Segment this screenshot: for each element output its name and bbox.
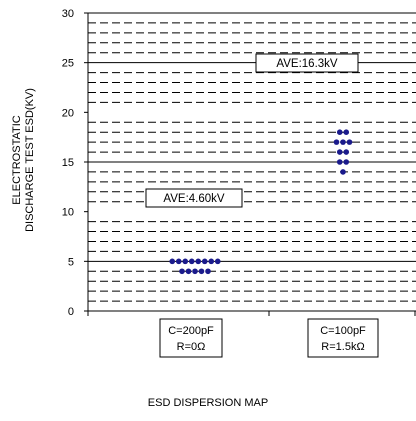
average-label: AVE:16.3kV	[276, 58, 337, 70]
data-point	[198, 268, 205, 275]
data-point	[182, 258, 189, 265]
data-point	[343, 129, 350, 135]
y-tick-label: 25	[62, 58, 74, 70]
category-label-line2: R=0Ω	[177, 341, 206, 353]
category-labels: C=200pF R=0Ω C=100pF R=1.5kΩ	[159, 318, 379, 358]
data-point	[214, 258, 221, 265]
category-label-line1: C=200pF	[168, 325, 214, 337]
data-point	[201, 258, 208, 265]
data-point	[208, 258, 215, 265]
category-box	[307, 318, 379, 358]
data-point	[340, 169, 346, 175]
data-points	[169, 129, 353, 275]
data-point	[346, 139, 353, 145]
y-axis-label: ELECTROSTATIC DISCHARGE TEST ESD(KV)	[11, 88, 36, 232]
axes	[84, 12, 416, 316]
data-point	[169, 258, 176, 265]
data-point	[179, 268, 185, 275]
data-point	[175, 258, 182, 265]
data-point	[343, 159, 350, 165]
y-tick-labels: 0 5 10 15 20 25 30	[62, 8, 74, 318]
average-label: AVE:4.60kV	[163, 193, 224, 205]
data-point	[188, 258, 195, 265]
y-axis-label-line1: ELECTROSTATIC	[11, 115, 23, 204]
average-box	[145, 188, 243, 208]
y-axis-label-line2: DISCHARGE TEST ESD(KV)	[24, 88, 36, 232]
category-label-line2: R=1.5kΩ	[321, 341, 364, 353]
y-tick-label: 30	[62, 8, 74, 20]
data-point	[205, 268, 211, 275]
data-point	[185, 268, 192, 275]
y-tick-label: 0	[68, 306, 74, 318]
y-tick-label: 5	[68, 256, 74, 268]
y-tick-label: 15	[62, 157, 74, 169]
data-point	[343, 149, 350, 155]
y-tick-label: 10	[62, 207, 74, 219]
average-box	[255, 53, 359, 73]
chart-caption: ESD DISPERSION MAP	[147, 397, 269, 409]
data-point	[336, 159, 343, 165]
y-tick-label: 20	[62, 107, 74, 119]
average-annotations: AVE:4.60kV AVE:16.3kV	[145, 53, 359, 208]
data-point	[192, 268, 198, 275]
data-point	[340, 139, 346, 145]
category-box	[159, 318, 223, 358]
data-point	[195, 258, 202, 265]
grid-lines	[88, 12, 416, 302]
category-label-line1: C=100pF	[320, 325, 366, 337]
data-point	[333, 139, 340, 145]
data-point	[336, 129, 343, 135]
data-point	[336, 149, 343, 155]
